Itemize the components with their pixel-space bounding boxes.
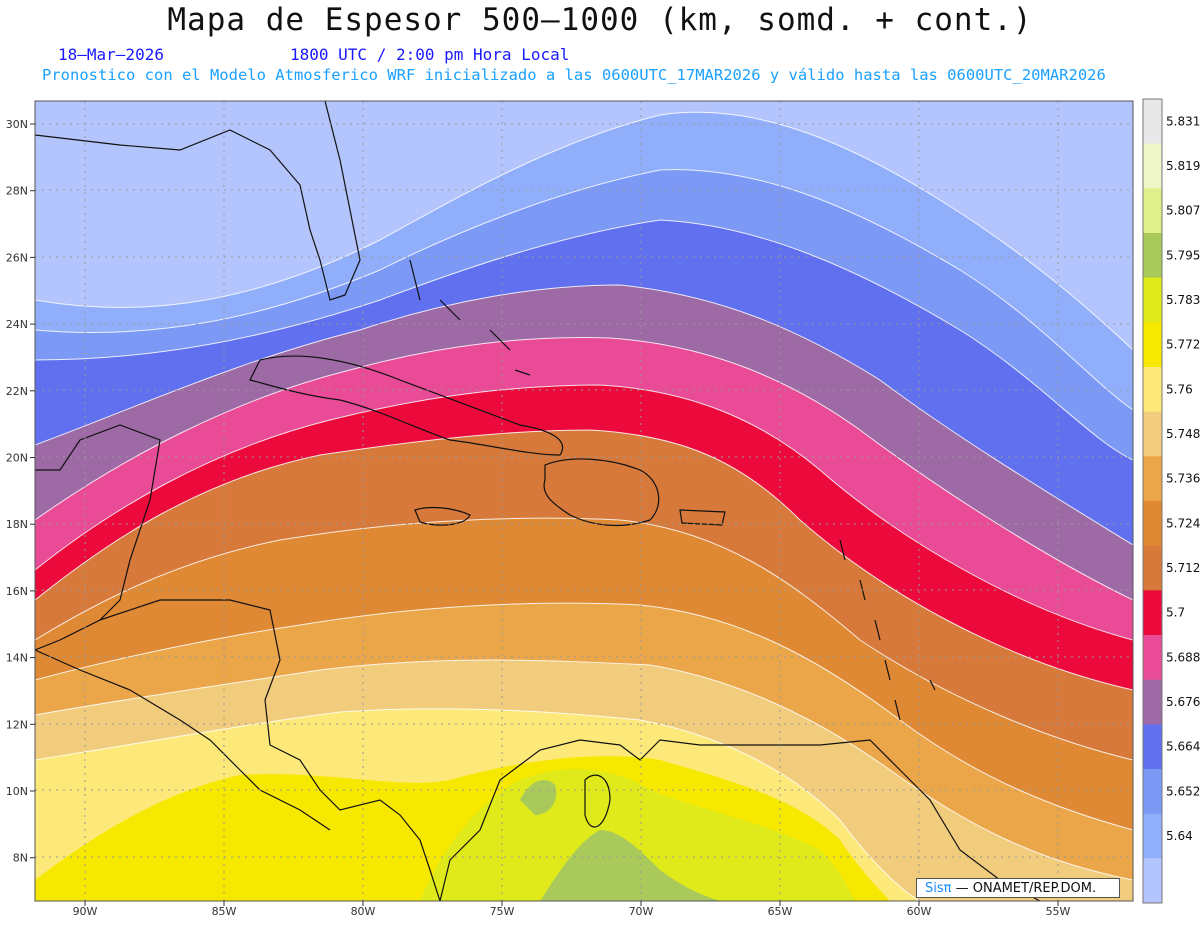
lat-label: 30N [6,118,28,131]
colorbar-swatch [1143,277,1162,323]
lon-label: 80W [351,905,376,918]
map-title: Mapa de Espesor 500—1000 (km, somd. + co… [167,2,1033,38]
colorbar-swatch [1143,188,1162,234]
colorbar-swatch [1143,635,1162,681]
lat-label: 14N [6,652,28,665]
colorbar-label: 5.664 [1166,740,1200,754]
colorbar-label: 5.7 [1166,606,1185,620]
lon-label: 65W [768,905,793,918]
lat-label: 10N [6,785,28,798]
lat-label: 20N [6,452,28,465]
lat-label: 16N [6,585,28,598]
colorbar-label: 5.831 [1166,114,1200,128]
colorbar-swatch [1143,590,1162,636]
lat-label: 8N [13,852,28,865]
colorbar-swatch [1143,679,1162,725]
colorbar-swatch [1143,724,1162,770]
credit-box: Sisπ — ONAMET/REP.DOM. [916,878,1120,898]
colorbar-label: 5.748 [1166,427,1200,441]
colorbar-swatch [1143,769,1162,815]
colorbar-label: 5.64 [1166,829,1193,843]
grid-lines [35,101,1133,901]
lat-label: 24N [6,318,28,331]
lat-label: 18N [6,518,28,531]
colorbar-swatch [1143,233,1162,279]
colorbar-label: 5.736 [1166,472,1200,486]
colorbar-swatch [1143,456,1162,502]
lon-label: 90W [73,905,98,918]
lat-label: 26N [6,251,28,264]
lon-label: 75W [490,905,515,918]
latitude-labels: 30N 28N 26N 24N 22N 20N 18N 16N 14N 12N 10N 8N [6,118,35,865]
lon-label: 55W [1046,905,1071,918]
lat-label: 28N [6,185,28,198]
forecast-date: 18—Mar—2026 [58,45,164,64]
longitude-labels: 90W 85W 80W 75W 70W 65W 60W 55W [73,901,1071,918]
colorbar-frame [1142,98,1163,904]
credit-text: — ONAMET/REP.DOM. [955,881,1097,896]
lat-label: 22N [6,385,28,398]
band-5807 [540,830,720,901]
lon-label: 85W [212,905,237,918]
colorbar-label: 5.712 [1166,561,1200,575]
colorbar-swatch [1143,99,1162,145]
colorbar-label: 5.688 [1166,650,1200,664]
lon-label: 60W [907,905,932,918]
patch-5807-a [520,780,557,815]
colorbar-label: 5.819 [1166,159,1200,173]
colorbar-label: 5.807 [1166,204,1200,218]
map-frame [34,100,1134,902]
colorbar: 5.831 5.819 5.807 5.795 5.783 5.772 5.76 5.748 5… [1142,98,1200,904]
colorbar-swatch [1143,545,1162,591]
colorbar-label: 5.724 [1166,516,1200,530]
colorbar-swatch [1143,143,1162,189]
colorbar-swatch [1143,411,1162,457]
forecast-time: 1800 UTC / 2:00 pm Hora Local [290,45,570,64]
colorbar-label: 5.76 [1166,382,1193,396]
colorbar-label: 5.676 [1166,695,1200,709]
colorbar-swatch [1143,813,1162,859]
thickness-field [35,101,1133,901]
colorbar-label: 5.795 [1166,248,1200,262]
coastlines [35,101,1041,901]
credit-brand: Sisπ [925,881,952,896]
colorbar-label: 5.772 [1166,338,1200,352]
colorbar-swatch [1143,367,1162,413]
lon-label: 70W [629,905,654,918]
colorbar-label: 5.783 [1166,293,1200,307]
lat-label: 12N [6,718,28,731]
colorbar-swatch [1143,322,1162,368]
colorbar-swatch [1143,501,1162,547]
model-info: Pronostico con el Modelo Atmosferico WRF… [42,66,1106,84]
colorbar-swatch [1143,858,1162,904]
colorbar-label: 5.652 [1166,784,1200,798]
